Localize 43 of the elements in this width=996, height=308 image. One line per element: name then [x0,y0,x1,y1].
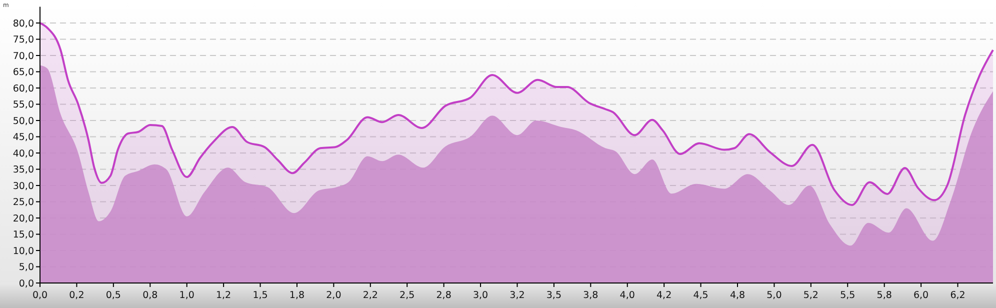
x-tick-label: 5,5 [840,290,856,301]
y-tick-label: 65,0 [12,67,34,78]
x-tick-label: 1,8 [289,290,305,301]
x-tick-label: 6,0 [913,290,929,301]
x-tick-label: 4,8 [730,290,746,301]
x-tick-label: 3,2 [510,290,525,301]
x-tick-label: 5,0 [766,290,782,301]
y-tick-label: 70,0 [12,50,34,62]
x-tick-label: 0,8 [142,290,158,301]
x-tick-label: 0,5 [106,290,121,301]
y-tick-label: 30,0 [12,180,34,192]
x-tick-label: 0,0 [32,290,48,301]
y-tick-label: 25,0 [12,197,34,208]
x-tick-label: 3,8 [583,290,598,301]
y-tick-label: 75,0 [12,34,34,46]
x-tick-label: 5,8 [876,290,892,301]
x-tick-label: 6,2 [950,290,966,301]
y-tick-label: 20,0 [12,213,34,224]
x-tick-label: 3,0 [472,290,488,301]
y-tick-label: 45,0 [12,132,34,144]
x-tick-label: 2,8 [436,290,452,301]
y-tick-label: 50,0 [12,116,34,127]
y-tick-label: 40,0 [12,148,34,160]
x-tick-label: 1,0 [179,290,194,301]
x-tick-label: 2,0 [326,290,342,301]
y-tick-label: 80,0 [12,18,34,30]
x-tick-label: 0,2 [69,290,84,301]
x-tick-label: 1,2 [216,290,232,301]
y-tick-label: 55,0 [12,100,34,111]
x-tick-label: 4,5 [693,290,708,301]
x-tick-label: 5,2 [803,290,818,301]
x-tick-label: 2,2 [362,290,378,301]
y-tick-label: 5,0 [18,262,34,274]
x-tick-label: 1,5 [252,290,268,301]
y-tick-label: 0,0 [18,278,34,290]
x-tick-label: 4,2 [656,290,672,301]
x-tick-label: 2,5 [400,290,415,301]
y-tick-label: 35,0 [12,164,34,176]
y-tick-label: 60,0 [12,83,34,94]
y-tick-label: 10,0 [12,246,34,257]
x-tick-label: 3,5 [546,290,562,301]
y-tick-label: 15,0 [12,230,34,241]
x-tick-label: 4,0 [620,290,635,301]
